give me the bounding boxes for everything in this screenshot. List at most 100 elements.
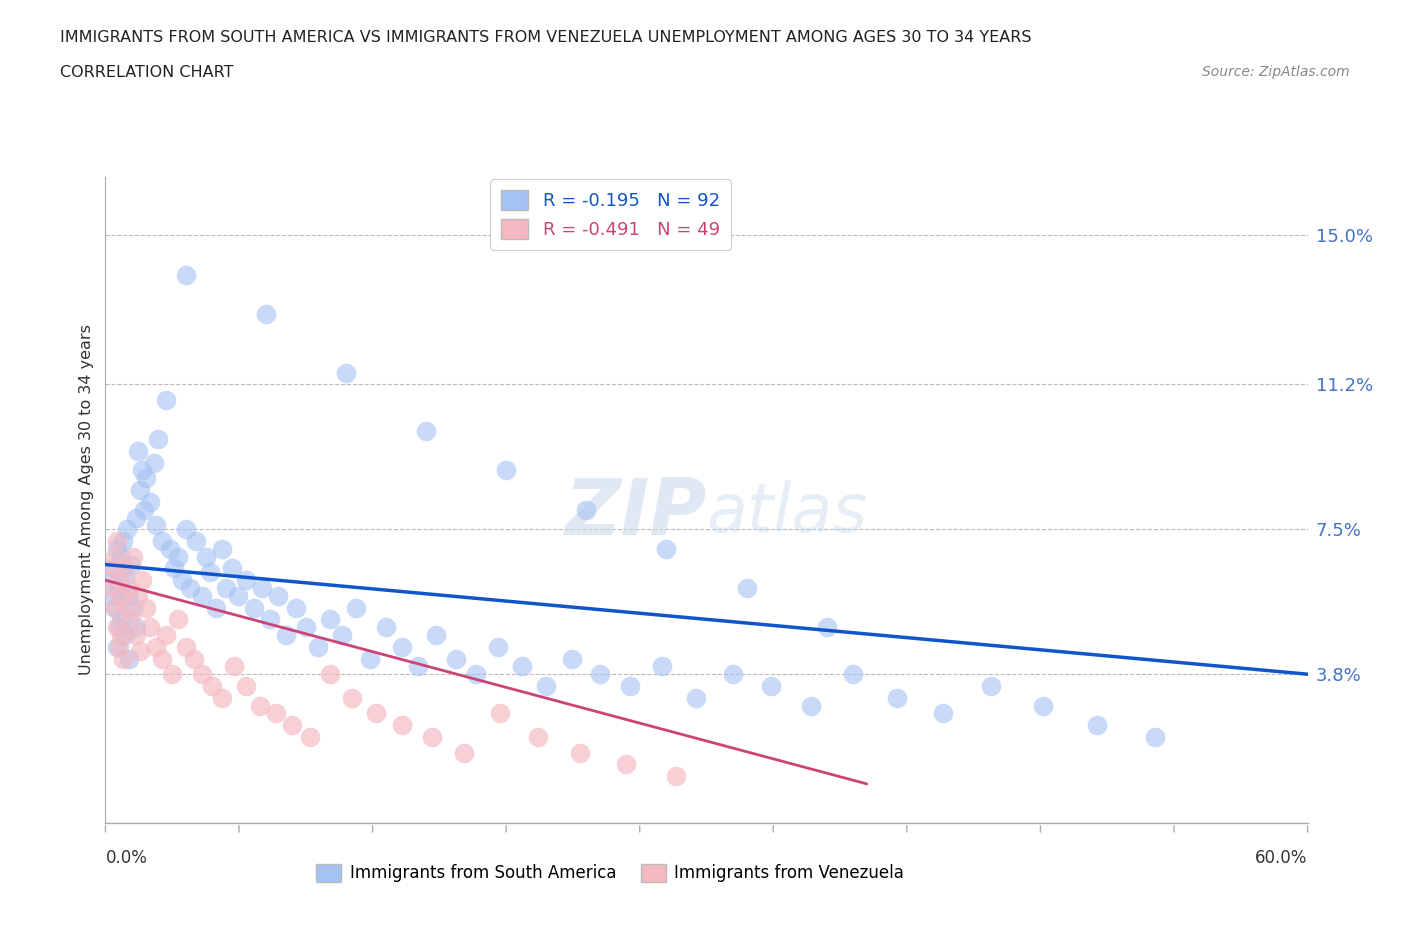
Point (759, 679, 782, 694)
Point (569, 745, 592, 760)
Text: CORRELATION CHART: CORRELATION CHART (60, 65, 233, 80)
Point (735, 580, 758, 595)
Point (124, 510, 146, 525)
Point (108, 573, 131, 588)
Point (128, 483, 150, 498)
Point (121, 612, 143, 627)
Point (104, 600, 127, 615)
Point (932, 706, 955, 721)
Point (616, 757, 638, 772)
Point (655, 541, 678, 556)
Point (150, 651, 173, 666)
Point (110, 612, 132, 627)
Point (150, 534, 173, 549)
Point (221, 561, 243, 576)
Point (886, 690, 908, 705)
Point (110, 550, 132, 565)
Point (589, 667, 612, 682)
Point (107, 541, 129, 556)
Point (510, 659, 533, 674)
Point (980, 679, 1002, 694)
Point (415, 424, 437, 439)
Point (330, 628, 353, 643)
Point (155, 628, 177, 643)
Point (254, 306, 277, 321)
Point (1085, 718, 1108, 733)
Point (453, 745, 475, 760)
Text: ZIP: ZIP (564, 475, 707, 551)
Point (118, 651, 141, 666)
Point (420, 729, 443, 744)
Point (118, 589, 141, 604)
Point (486, 639, 509, 654)
Point (235, 573, 257, 588)
Text: atlas: atlas (707, 480, 868, 546)
Point (211, 690, 233, 705)
Legend: Immigrants from South America, Immigrants from Venezuela: Immigrants from South America, Immigrant… (309, 857, 911, 889)
Point (198, 565, 221, 579)
Point (575, 502, 598, 517)
Point (842, 667, 865, 682)
Point (800, 698, 823, 713)
Text: Source: ZipAtlas.com: Source: ZipAtlas.com (1202, 65, 1350, 79)
Point (131, 573, 153, 588)
Point (619, 679, 641, 694)
Point (194, 550, 217, 565)
Point (110, 628, 132, 643)
Text: IMMIGRANTS FROM SOUTH AMERICA VS IMMIGRANTS FROM VENEZUELA UNEMPLOYMENT AMONG AG: IMMIGRANTS FROM SOUTH AMERICA VS IMMIGRA… (60, 30, 1032, 45)
Point (162, 561, 184, 576)
Point (114, 561, 136, 576)
Point (250, 580, 273, 595)
Point (132, 502, 155, 517)
Point (184, 534, 207, 549)
Point (284, 600, 307, 615)
Y-axis label: Unemployment Among Ages 30 to 34 years: Unemployment Among Ages 30 to 34 years (79, 325, 94, 675)
Point (108, 639, 131, 654)
Point (226, 589, 249, 604)
Point (391, 718, 413, 733)
Point (561, 651, 583, 666)
Point (406, 659, 429, 674)
Point (534, 679, 557, 694)
Point (107, 619, 129, 634)
Point (103, 589, 125, 604)
Point (444, 651, 467, 666)
Point (307, 639, 329, 654)
Point (110, 589, 132, 604)
Point (281, 718, 304, 733)
Point (259, 612, 281, 627)
Point (214, 580, 236, 595)
Point (108, 580, 131, 595)
Point (183, 651, 205, 666)
Point (114, 569, 136, 584)
Point (344, 600, 367, 615)
Point (121, 557, 143, 572)
Point (100, 573, 122, 588)
Point (104, 561, 127, 576)
Point (124, 628, 146, 643)
Point (122, 600, 145, 615)
Point (340, 690, 363, 705)
Point (107, 639, 129, 654)
Text: 0.0%: 0.0% (105, 849, 148, 867)
Point (159, 541, 181, 556)
Point (651, 659, 673, 674)
Point (298, 729, 321, 744)
Point (127, 444, 149, 458)
Point (166, 612, 188, 627)
Point (721, 667, 744, 682)
Point (108, 619, 131, 634)
Point (364, 706, 387, 721)
Point (131, 463, 153, 478)
Point (127, 589, 149, 604)
Point (117, 522, 139, 537)
Point (295, 619, 318, 634)
Point (495, 463, 517, 478)
Point (117, 600, 139, 615)
Point (465, 667, 488, 682)
Point (112, 534, 135, 549)
Text: 60.0%: 60.0% (1256, 849, 1308, 867)
Point (142, 455, 165, 470)
Point (166, 550, 188, 565)
Point (174, 267, 197, 282)
